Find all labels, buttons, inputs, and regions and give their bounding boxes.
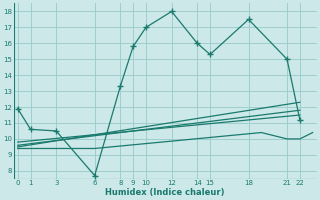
X-axis label: Humidex (Indice chaleur): Humidex (Indice chaleur)	[106, 188, 225, 197]
